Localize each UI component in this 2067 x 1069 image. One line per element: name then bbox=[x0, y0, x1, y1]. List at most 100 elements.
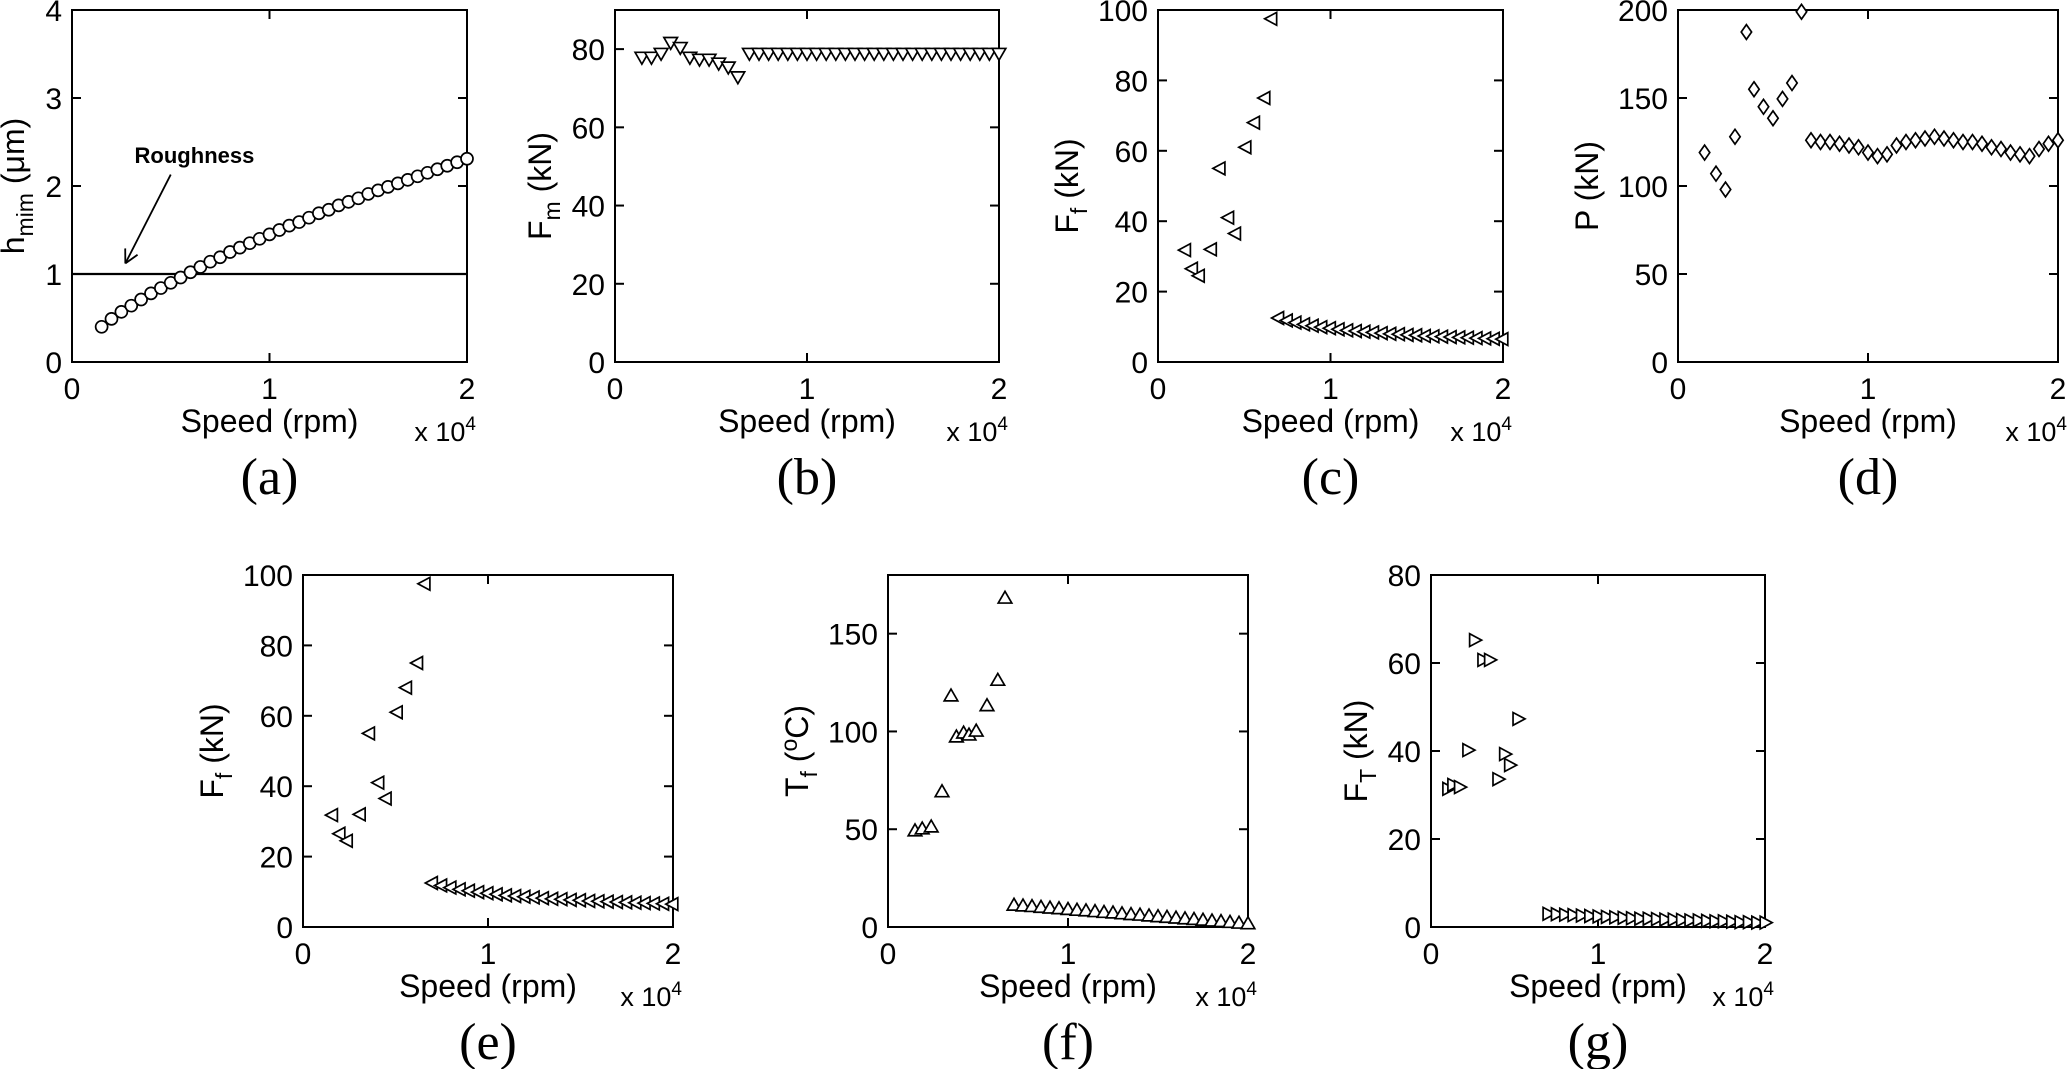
data-point-marker bbox=[1742, 914, 1758, 930]
y-tick-label: 80 bbox=[1388, 560, 1421, 593]
data-point-marker bbox=[1493, 331, 1509, 347]
x-tick-label: 1 bbox=[799, 373, 816, 406]
y-tick-label: 100 bbox=[828, 716, 878, 749]
data-point-marker bbox=[1937, 129, 1951, 148]
data-point-marker bbox=[1236, 139, 1252, 156]
x-tick-label: 2 bbox=[1757, 938, 1774, 971]
data-point-marker bbox=[741, 47, 758, 62]
x-tick-label: 0 bbox=[607, 373, 624, 406]
data-point-marker bbox=[1719, 180, 1732, 199]
data-point-marker bbox=[1183, 260, 1199, 277]
subplot-caption: (g) bbox=[1568, 1014, 1629, 1069]
y-axis-label: hmim (μm) bbox=[0, 118, 38, 255]
x-axis-label: Speed (rpm) bbox=[1242, 403, 1420, 439]
data-point-marker bbox=[913, 47, 931, 62]
data-point-marker bbox=[2032, 140, 2046, 158]
data-point-marker bbox=[1512, 711, 1527, 727]
data-point-marker bbox=[2023, 147, 2036, 165]
x-tick-label: 0 bbox=[1423, 938, 1440, 971]
data-point-marker bbox=[388, 704, 403, 721]
x-tick-label: 2 bbox=[2050, 373, 2067, 406]
data-point-marker bbox=[817, 47, 835, 62]
data-point-marker bbox=[1709, 164, 1723, 183]
data-point-marker bbox=[1918, 129, 1932, 148]
plot-a: 0 1 2 0 1 2 3 4 Roughness Speed (rpm) x 104 hmim (μ… bbox=[0, 0, 476, 506]
subplot-caption: (b) bbox=[777, 449, 838, 506]
data-point-marker bbox=[1804, 131, 1818, 150]
data-point-marker bbox=[978, 697, 996, 712]
data-point-marker bbox=[1823, 133, 1837, 151]
data-point-marker bbox=[942, 687, 960, 702]
x-axis-multiplier: x 104 bbox=[1712, 979, 1774, 1012]
data-point-marker bbox=[2051, 131, 2065, 150]
data-point-marker bbox=[1567, 907, 1582, 923]
subplot-caption: (f) bbox=[1042, 1014, 1094, 1069]
x-tick-label: 1 bbox=[1860, 373, 1877, 406]
data-point-marker bbox=[1468, 632, 1484, 648]
data-point-marker bbox=[894, 47, 912, 62]
data-point-marker bbox=[1659, 911, 1674, 928]
data-point-marker bbox=[760, 47, 777, 62]
data-point-marker bbox=[1785, 74, 1799, 92]
y-tick-label: 100 bbox=[1618, 171, 1668, 204]
data-point-marker bbox=[2013, 145, 2027, 164]
data-point-marker bbox=[1684, 912, 1699, 929]
data-point-marker bbox=[1757, 97, 1770, 116]
y-tick-label: 20 bbox=[260, 842, 293, 875]
y-tick-label: 60 bbox=[1388, 648, 1421, 681]
data-point-marker bbox=[1176, 242, 1192, 258]
y-tick-label: 80 bbox=[572, 34, 605, 67]
data-point-marker bbox=[1871, 147, 1884, 165]
y-tick-label: 40 bbox=[572, 191, 605, 224]
data-point-marker bbox=[1245, 114, 1261, 131]
y-tick-label: 1 bbox=[45, 259, 62, 292]
data-point-marker bbox=[827, 47, 845, 62]
data-point-marker bbox=[2004, 143, 2017, 162]
y-axis-label: Ff (kN) bbox=[194, 703, 237, 798]
data-point-marker bbox=[1634, 910, 1649, 927]
data-point-marker bbox=[397, 679, 413, 696]
data-point-marker bbox=[1814, 133, 1827, 151]
data-point-marker bbox=[1734, 914, 1749, 930]
x-tick-label: 2 bbox=[1495, 373, 1512, 406]
data-point-marker bbox=[416, 575, 431, 592]
data-point-marker bbox=[1890, 136, 1903, 155]
y-tick-label: 0 bbox=[1404, 912, 1421, 945]
data-point-marker bbox=[2042, 134, 2055, 153]
x-tick-label: 0 bbox=[880, 938, 897, 971]
data-point-marker bbox=[1795, 2, 1808, 21]
subplot-caption: (d) bbox=[1838, 449, 1899, 506]
data-point-marker bbox=[1211, 160, 1226, 177]
data-point-marker bbox=[1190, 267, 1206, 284]
x-tick-label: 2 bbox=[459, 373, 476, 406]
y-tick-label: 0 bbox=[1651, 347, 1668, 380]
data-point-marker bbox=[1833, 134, 1846, 153]
data-point-marker bbox=[1852, 138, 1865, 157]
data-point-marker bbox=[789, 47, 806, 62]
data-point-marker bbox=[1692, 912, 1708, 929]
x-tick-label: 1 bbox=[261, 373, 278, 406]
data-point-marker bbox=[652, 47, 670, 62]
x-tick-label: 0 bbox=[1150, 373, 1167, 406]
y-tick-label: 60 bbox=[1115, 136, 1148, 169]
data-point-marker bbox=[769, 47, 787, 62]
axes-box bbox=[1157, 9, 1504, 363]
data-point-marker bbox=[1966, 133, 1979, 151]
x-axis-multiplier: x 104 bbox=[414, 414, 476, 447]
x-axis-multiplier: x 104 bbox=[1450, 414, 1512, 447]
data-point-marker bbox=[981, 47, 998, 62]
y-tick-label: 20 bbox=[572, 269, 605, 302]
data-point-marker bbox=[904, 47, 921, 62]
data-point-marker bbox=[729, 71, 747, 86]
plot-f: 0 1 2 0 50 100 150 Speed (rpm) x 104 Tf (oC) (f) bbox=[776, 574, 1257, 1069]
data-point-marker bbox=[124, 298, 139, 313]
x-tick-label: 2 bbox=[665, 938, 682, 971]
data-point-marker bbox=[1766, 109, 1780, 128]
x-axis-multiplier: x 104 bbox=[946, 414, 1008, 447]
data-point-marker bbox=[1262, 10, 1278, 27]
data-point-marker bbox=[1747, 80, 1761, 99]
data-point-marker bbox=[1498, 746, 1514, 762]
